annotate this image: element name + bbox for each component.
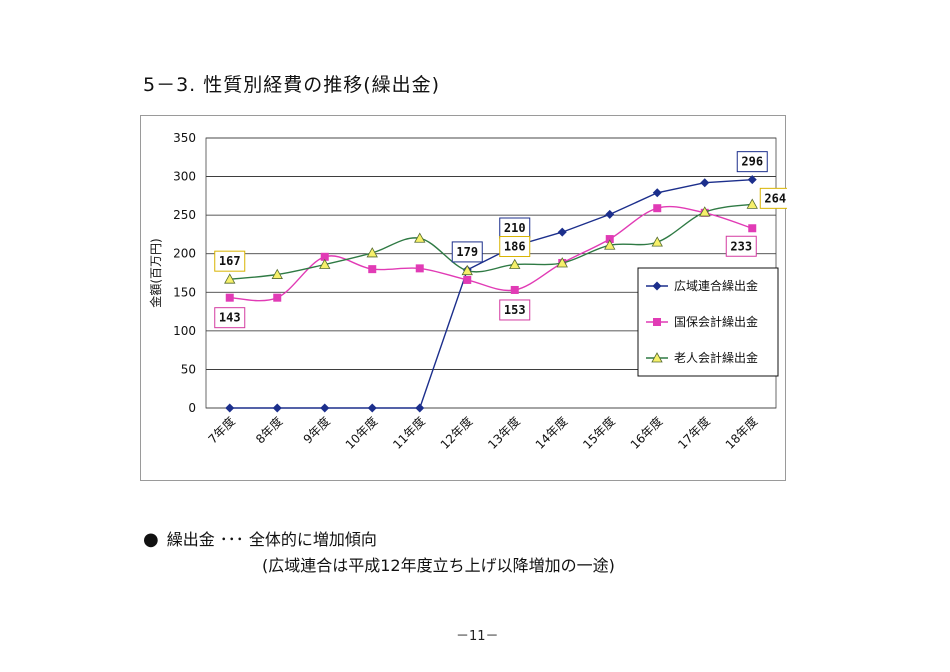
data-label-box <box>725 235 757 257</box>
data-point <box>605 209 615 219</box>
data-point <box>652 188 662 198</box>
data-point <box>415 403 425 413</box>
sub-note: (広域連合は平成12年度立ち上げ以降増加の一途) <box>262 556 615 575</box>
data-point <box>604 239 616 250</box>
data-label-text: 186 <box>504 240 526 254</box>
legend-marker <box>651 352 663 363</box>
series-3 <box>224 198 758 284</box>
y-tick-label: 150 <box>173 285 196 299</box>
legend-label: 老人会計繰出金 <box>674 350 758 365</box>
data-point <box>748 224 757 233</box>
x-tick-label: 17年度 <box>674 414 712 452</box>
data-label: 143 <box>214 307 246 329</box>
legend-label: 国保会計繰出金 <box>674 314 758 329</box>
data-point <box>366 247 378 258</box>
data-point <box>747 175 757 185</box>
data-point <box>605 235 614 244</box>
data-label-box <box>499 299 531 321</box>
data-point <box>700 178 710 188</box>
x-tick-label: 7年度 <box>205 414 238 447</box>
data-point <box>556 257 568 268</box>
data-point <box>414 232 426 243</box>
data-point <box>415 264 424 273</box>
y-tick-label: 100 <box>173 324 196 338</box>
line-chart: 0 50 100 150 200 250 300 350 金額(百万円) 7年度 8年度 9年度 10年… <box>148 131 787 452</box>
data-label-box <box>499 236 531 258</box>
data-label-text: 167 <box>219 254 241 268</box>
data-label: 167 <box>214 250 246 272</box>
legend-marker <box>652 281 662 291</box>
data-point <box>461 264 473 276</box>
bullet-text: 繰出金 ･･･ 全体的に増加傾向 <box>166 530 377 549</box>
data-point <box>557 227 567 237</box>
data-point <box>746 198 758 209</box>
legend-label: 広域連合繰出金 <box>674 278 758 293</box>
series-line <box>229 179 753 409</box>
data-label-box <box>214 250 246 272</box>
series-1 <box>225 175 757 413</box>
data-label: 210 <box>499 217 531 239</box>
data-label-box <box>759 187 787 209</box>
data-label-text: 143 <box>219 311 241 325</box>
series-2 <box>225 204 757 302</box>
data-point <box>368 265 377 274</box>
data-label-text: 210 <box>504 221 526 235</box>
series-line <box>229 203 753 280</box>
x-tick-label: 11年度 <box>389 414 427 452</box>
data-point <box>272 403 282 413</box>
data-point <box>271 268 283 279</box>
x-tick-label: 14年度 <box>532 414 570 452</box>
bullet-dot-icon: ● <box>143 529 159 550</box>
data-point <box>224 273 236 284</box>
x-tick-label: 12年度 <box>437 414 475 452</box>
data-label-box <box>451 241 483 263</box>
data-label-text: 233 <box>730 239 752 253</box>
y-tick-label: 250 <box>173 208 196 222</box>
data-label-text: 179 <box>456 245 478 259</box>
data-label: 179 <box>451 241 483 263</box>
data-label: 186 <box>499 236 531 258</box>
x-tick-label: 13年度 <box>484 414 522 452</box>
data-label: 233 <box>725 235 757 257</box>
page-number: －11－ <box>456 629 499 644</box>
x-tick-label: 18年度 <box>722 414 760 452</box>
x-tick-label: 10年度 <box>342 414 380 452</box>
data-label-box <box>214 307 246 329</box>
page-title: 5－3. 性質別経費の推移(繰出金) <box>143 74 441 96</box>
data-point <box>319 258 331 269</box>
data-point <box>225 403 235 413</box>
data-label: 264 <box>759 187 787 209</box>
data-label-text: 296 <box>741 155 763 169</box>
y-axis-label: 金額(百万円) <box>148 238 163 307</box>
data-point <box>509 258 521 269</box>
chart-area: 0 50 100 150 200 250 300 350 金額(百万円) 7年度 8年度 9年度 10年… <box>140 115 787 481</box>
data-label-text: 264 <box>764 191 786 205</box>
y-tick-label: 50 <box>181 362 196 376</box>
data-label: 153 <box>499 299 531 321</box>
data-point <box>651 236 663 247</box>
x-tick-label: 15年度 <box>579 414 617 452</box>
data-label-text: 153 <box>504 303 526 317</box>
y-tick-label: 200 <box>173 247 196 261</box>
data-point <box>320 252 329 261</box>
data-point <box>699 206 711 217</box>
x-tick-label: 9年度 <box>300 414 333 447</box>
data-point <box>653 204 662 213</box>
data-point <box>320 403 330 413</box>
y-tick-label: 350 <box>173 131 196 145</box>
data-point <box>510 285 519 294</box>
data-label-box <box>736 151 768 173</box>
legend-marker <box>653 318 661 326</box>
x-tick-label: 16年度 <box>627 414 665 452</box>
data-point <box>367 403 377 413</box>
y-tick-label: 0 <box>188 401 196 415</box>
x-tick-label: 8年度 <box>252 414 285 447</box>
data-point <box>225 293 234 302</box>
data-label: 296 <box>736 151 768 173</box>
data-point <box>273 293 282 302</box>
y-tick-label: 300 <box>173 170 196 184</box>
data-point <box>463 275 472 284</box>
bullet-note: ● 繰出金 ･･･ 全体的に増加傾向 <box>143 526 377 550</box>
